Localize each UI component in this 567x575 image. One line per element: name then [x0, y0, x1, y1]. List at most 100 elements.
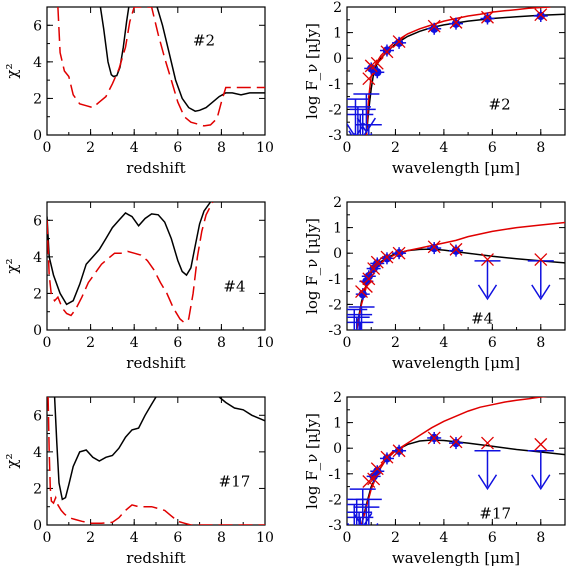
x-tick-label: 0 — [43, 335, 52, 351]
panel-middle-left: 0 2 4 6 8 10 0 2 4 6 redshift χ² #4 — [3, 201, 274, 372]
object-label: #17 — [479, 505, 511, 523]
x-tick-label: 4 — [439, 530, 448, 546]
model-cross — [380, 450, 394, 464]
model-cross — [534, 253, 548, 267]
observed-point — [449, 244, 463, 257]
plot-frame — [46, 201, 266, 331]
x-tick-label: 0 — [43, 530, 52, 546]
upper-limit-arrow — [527, 450, 554, 491]
series-line — [47, 202, 212, 306]
model-cross — [359, 280, 373, 293]
observed-point — [379, 252, 394, 265]
series-line — [365, 13, 565, 135]
y-tick-label: 0 — [333, 51, 342, 67]
panel-middle-right: 0 2 4 6 8 -3 -2 -1 0 1 2 wavelength [μm] log F_ν [μJ… — [303, 195, 566, 372]
model-cross — [392, 35, 406, 49]
model-cross — [380, 250, 394, 264]
x-axis-label: redshift — [126, 159, 185, 177]
model-cross — [392, 444, 406, 458]
upper-limit-arrow — [347, 113, 374, 135]
observed-point — [449, 437, 463, 450]
x-tick-label: 6 — [173, 140, 182, 156]
model-cross — [427, 431, 441, 445]
series-line — [156, 7, 265, 112]
model-cross — [481, 436, 494, 450]
model-cross — [427, 240, 441, 254]
x-axis-label: wavelength [μm] — [392, 354, 520, 372]
y-tick-label: -3 — [328, 518, 342, 534]
panel-top-left: 0 2 4 6 8 10 0 2 4 6 redshift χ² #2 — [3, 6, 274, 177]
x-tick-label: 2 — [391, 530, 400, 546]
plot-area — [57, 7, 265, 127]
upper-limit-arrow — [527, 260, 554, 301]
model-cross — [370, 255, 384, 269]
y-tick-label: 2 — [33, 481, 42, 497]
y-tick-label: -1 — [328, 467, 342, 483]
panel-bottom-left: 0 2 4 6 8 10 0 2 4 6 redshift χ² #17 — [3, 396, 274, 567]
model-cross — [534, 8, 548, 22]
x-tick-label: 8 — [217, 530, 226, 546]
y-tick-label: 6 — [33, 213, 42, 229]
upper-limit-arrow — [355, 498, 382, 525]
x-tick-label: 0 — [343, 530, 352, 546]
y-tick-label: 6 — [33, 408, 42, 424]
y-tick-label: -1 — [328, 77, 342, 93]
series-line — [57, 7, 265, 127]
model-cross — [362, 272, 376, 286]
observed-point — [480, 12, 495, 25]
series-line — [53, 397, 157, 501]
model-cross — [449, 15, 463, 29]
panel-bottom-right: 0 2 4 6 8 -3 -2 -1 0 1 2 wavelength [μm] log F_ν [μJ… — [303, 390, 566, 567]
y-tick-label: 4 — [33, 445, 42, 461]
plot-frame — [46, 396, 266, 526]
x-tick-label: 2 — [86, 530, 95, 546]
y-tick-label: 1 — [333, 416, 342, 432]
y-tick-label: 2 — [333, 195, 342, 211]
upper-limit-arrow — [347, 511, 373, 525]
x-tick-label: 2 — [86, 140, 95, 156]
y-axis-label: χ² — [3, 258, 21, 273]
plot-area — [47, 202, 214, 324]
x-tick-label: 10 — [256, 140, 274, 156]
y-tick-label: -3 — [328, 323, 342, 339]
x-tick-label: 0 — [43, 140, 52, 156]
x-tick-label: 2 — [391, 140, 400, 156]
y-tick-label: 0 — [333, 246, 342, 262]
plot-area — [347, 221, 565, 330]
model-cross — [370, 462, 384, 476]
y-axis-label: log F_ν [μJy] — [303, 413, 321, 509]
y-tick-label: 2 — [33, 91, 42, 107]
y-tick-label: 1 — [333, 26, 342, 42]
x-tick-label: 6 — [488, 335, 497, 351]
y-tick-label: 6 — [33, 18, 42, 34]
y-tick-label: 4 — [33, 250, 42, 266]
y-axis-label: log F_ν [μJy] — [303, 218, 321, 314]
object-label: #2 — [489, 95, 511, 113]
y-axis-label: χ² — [3, 453, 21, 468]
object-label: #17 — [219, 473, 251, 491]
y-tick-label: 1 — [333, 221, 342, 237]
observed-point — [392, 36, 407, 49]
model-cross — [481, 10, 494, 24]
x-tick-label: 4 — [130, 140, 139, 156]
x-axis-label: redshift — [126, 549, 185, 567]
observed-point — [379, 44, 394, 57]
upper-limit-arrow — [347, 316, 370, 330]
y-tick-label: 2 — [333, 0, 342, 16]
model-cross — [392, 246, 406, 260]
observed-point — [427, 22, 442, 35]
y-tick-label: 0 — [33, 128, 42, 144]
y-axis-label: log F_ν [μJy] — [303, 23, 321, 119]
x-tick-label: 4 — [130, 530, 139, 546]
y-tick-label: -2 — [328, 297, 342, 313]
model-cross — [380, 45, 394, 59]
panel-top-right: 0 2 4 6 8 -3 -2 -1 0 1 2 wavelength [μm] log F_ν [μJ… — [303, 0, 566, 177]
y-tick-label: 2 — [333, 390, 342, 406]
x-axis-label: wavelength [μm] — [392, 549, 520, 567]
x-tick-label: 8 — [217, 335, 226, 351]
series-line — [47, 202, 214, 324]
x-tick-label: 2 — [391, 335, 400, 351]
upper-limit-arrow — [347, 98, 369, 135]
x-tick-label: 2 — [86, 335, 95, 351]
